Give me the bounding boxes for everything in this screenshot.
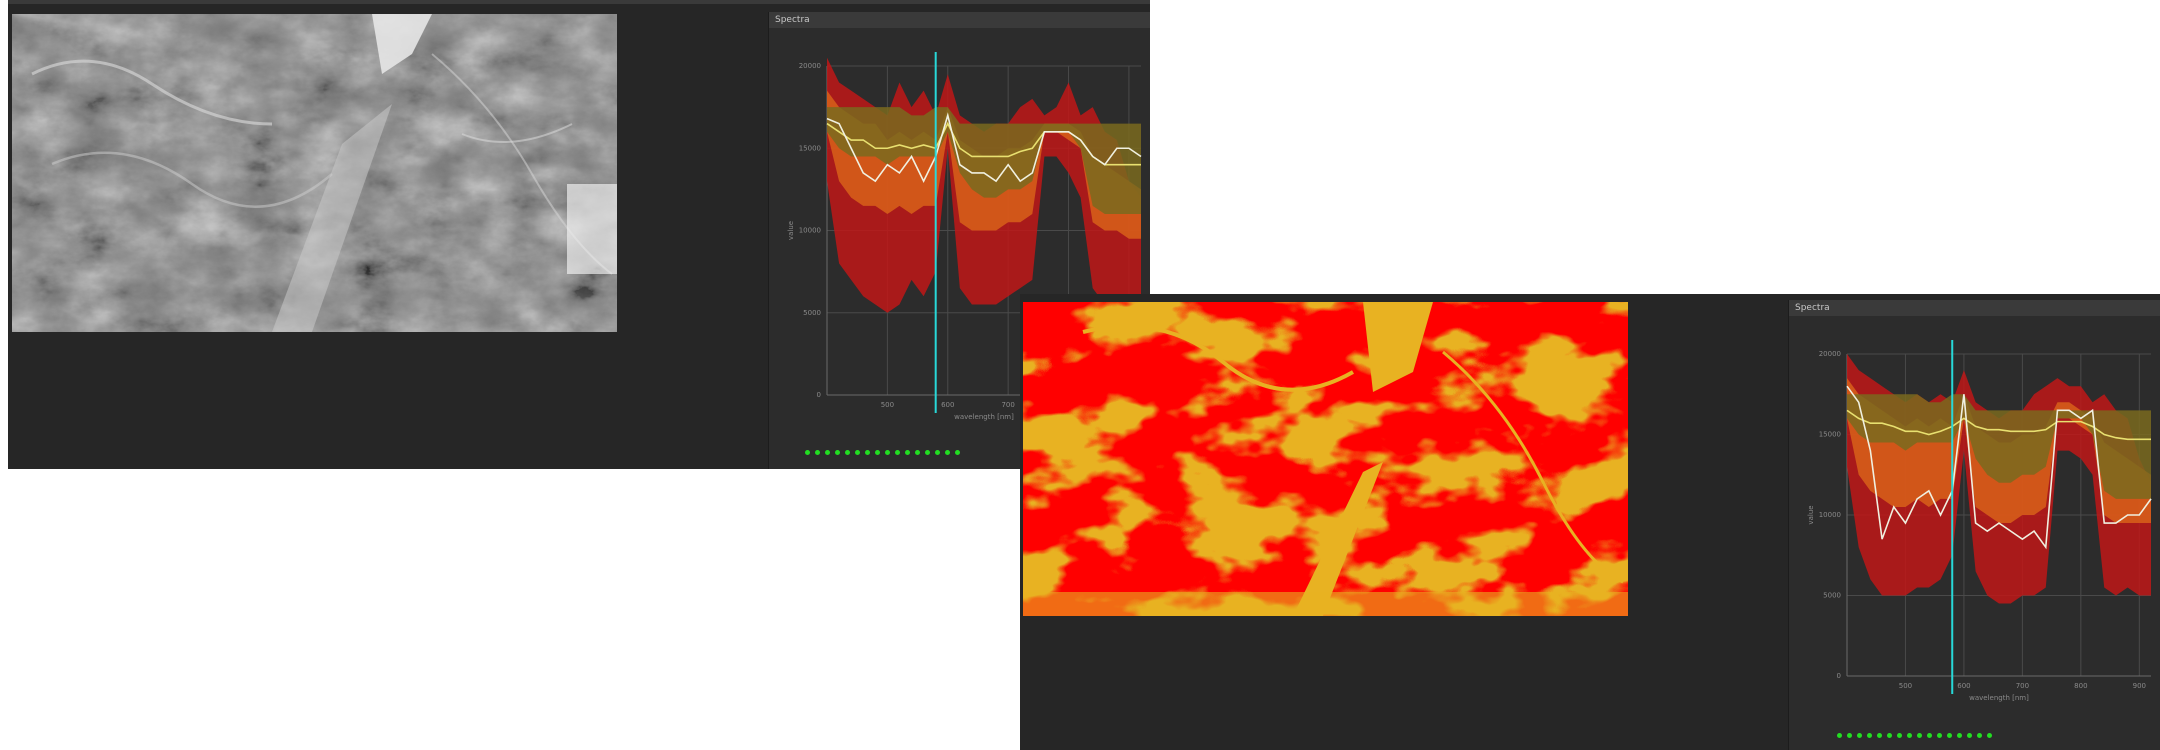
marker-dot[interactable] xyxy=(1947,733,1952,738)
marker-dot[interactable] xyxy=(825,450,830,455)
marker-dot[interactable] xyxy=(885,450,890,455)
marker-dot[interactable] xyxy=(1857,733,1862,738)
series-band xyxy=(1847,394,2151,499)
y-tick-label: 10000 xyxy=(1819,511,1841,519)
marker-dot[interactable] xyxy=(1837,733,1842,738)
marker-dot[interactable] xyxy=(1957,733,1962,738)
image-view-segmentation[interactable] xyxy=(1023,302,1628,616)
marker-dot[interactable] xyxy=(1877,733,1882,738)
series-mean-line xyxy=(1846,385,2152,550)
marker-dot[interactable] xyxy=(1927,733,1932,738)
marker-dot[interactable] xyxy=(1987,733,1992,738)
x-tick-label: 700 xyxy=(1001,401,1014,409)
marker-dot[interactable] xyxy=(1967,733,1972,738)
marker-dot[interactable] xyxy=(855,450,860,455)
marker-dot[interactable] xyxy=(1977,733,1982,738)
marker-dot[interactable] xyxy=(955,450,960,455)
y-tick-label: 5000 xyxy=(1823,592,1841,600)
micrograph-image xyxy=(12,14,617,332)
marker-dot[interactable] xyxy=(865,450,870,455)
x-axis-label: wavelength [nm] xyxy=(954,413,1014,421)
marker-dot[interactable] xyxy=(1937,733,1942,738)
x-tick-label: 600 xyxy=(1957,682,1970,690)
x-tick-label: 500 xyxy=(881,401,894,409)
marker-row[interactable] xyxy=(797,450,965,455)
image-view-grayscale[interactable] xyxy=(12,14,617,332)
series-mean-line xyxy=(1846,409,2151,441)
y-tick-label: 15000 xyxy=(1819,431,1841,439)
marker-dot[interactable] xyxy=(935,450,940,455)
marker-dot[interactable] xyxy=(915,450,920,455)
marker-dot[interactable] xyxy=(845,450,850,455)
y-axis-label: value xyxy=(1807,505,1815,524)
app-window-segmentation: Spectra 0 5000 10000 15000 20000 500 600 700 800… xyxy=(1020,294,2160,750)
x-axis-label: wavelength [nm] xyxy=(1969,694,2029,702)
y-tick-label: 20000 xyxy=(1819,350,1841,358)
x-tick-label: 500 xyxy=(1899,682,1912,690)
y-tick-label: 20000 xyxy=(799,62,821,70)
y-tick-label: 15000 xyxy=(799,144,821,152)
marker-dot[interactable] xyxy=(835,450,840,455)
x-tick-label: 900 xyxy=(2133,682,2146,690)
series-band xyxy=(827,107,1141,215)
marker-dot[interactable] xyxy=(905,450,910,455)
marker-dot[interactable] xyxy=(895,450,900,455)
marker-dot[interactable] xyxy=(815,450,820,455)
marker-dot[interactable] xyxy=(1867,733,1872,738)
x-tick-label: 700 xyxy=(2016,682,2029,690)
marker-dot[interactable] xyxy=(945,450,950,455)
series-mean-line xyxy=(826,112,1142,183)
marker-dot[interactable] xyxy=(805,450,810,455)
y-tick-label: 0 xyxy=(1837,672,1841,680)
marker-dot[interactable] xyxy=(1917,733,1922,738)
marker-dot[interactable] xyxy=(1847,733,1852,738)
x-tick-label: 600 xyxy=(941,401,954,409)
spectra-panel: Spectra 0 5000 10000 15000 20000 500 600 700 800… xyxy=(1788,300,2160,750)
marker-dot[interactable] xyxy=(925,450,930,455)
marker-dot[interactable] xyxy=(1897,733,1902,738)
spectra-chart[interactable]: 0 5000 10000 15000 20000 500 600 700 800 900 wavel… xyxy=(1789,316,2160,734)
y-tick-label: 0 xyxy=(817,391,821,399)
y-axis-label: value xyxy=(787,221,795,240)
marker-dot[interactable] xyxy=(875,450,880,455)
x-tick-label: 800 xyxy=(2074,682,2087,690)
y-tick-label: 10000 xyxy=(799,227,821,235)
segmentation-image xyxy=(1023,302,1628,616)
spectra-panel-title: Spectra xyxy=(769,12,1150,28)
marker-dot[interactable] xyxy=(1887,733,1892,738)
spectra-panel-title: Spectra xyxy=(1789,300,2160,316)
app-window-grayscale: Spectra 05000100001500020000500600700800… xyxy=(8,0,1150,469)
y-tick-label: 5000 xyxy=(803,309,821,317)
marker-row[interactable] xyxy=(1829,733,1997,738)
marker-dot[interactable] xyxy=(1907,733,1912,738)
